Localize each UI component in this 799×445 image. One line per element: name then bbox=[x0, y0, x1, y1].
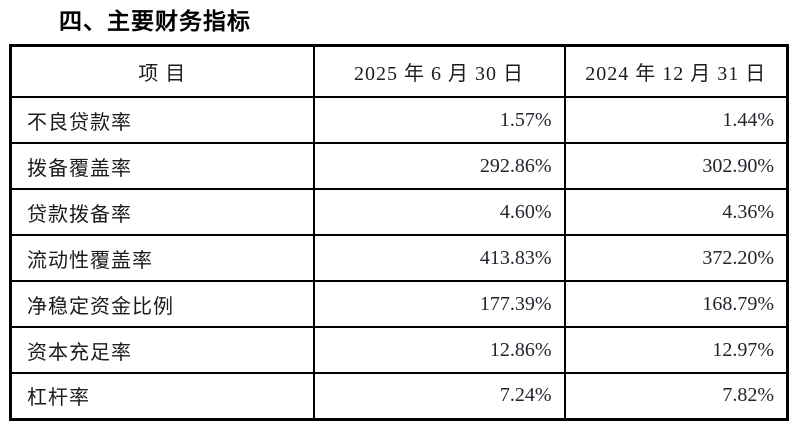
value-2025: 413.83% bbox=[312, 234, 566, 282]
value-2025: 1.57% bbox=[312, 96, 566, 144]
row-label: 净稳定资金比例 bbox=[9, 280, 315, 328]
table-row: 资本充足率 12.86% 12.97% bbox=[9, 326, 789, 374]
financial-indicators-table: 项 目 2025 年 6 月 30 日 2024 年 12 月 31 日 不良贷… bbox=[9, 44, 789, 421]
col-header-date-2025: 2025 年 6 月 30 日 bbox=[312, 44, 566, 98]
table-body: 不良贷款率 1.57% 1.44% 拨备覆盖率 292.86% 302.90% … bbox=[9, 96, 789, 420]
row-label: 不良贷款率 bbox=[9, 96, 315, 144]
value-2024: 7.82% bbox=[563, 372, 789, 420]
value-2025: 177.39% bbox=[312, 280, 566, 328]
value-2025: 7.24% bbox=[312, 372, 566, 420]
table-row: 净稳定资金比例 177.39% 168.79% bbox=[9, 280, 789, 328]
value-2024: 4.36% bbox=[563, 188, 789, 236]
header-row: 项 目 2025 年 6 月 30 日 2024 年 12 月 31 日 bbox=[9, 44, 789, 98]
row-label: 资本充足率 bbox=[9, 326, 315, 374]
table-row: 贷款拨备率 4.60% 4.36% bbox=[9, 188, 789, 236]
table-row: 拨备覆盖率 292.86% 302.90% bbox=[9, 142, 789, 190]
table-row: 不良贷款率 1.57% 1.44% bbox=[9, 96, 789, 144]
value-2024: 168.79% bbox=[563, 280, 789, 328]
row-label: 拨备覆盖率 bbox=[9, 142, 315, 190]
table-row: 杠杆率 7.24% 7.82% bbox=[9, 372, 789, 420]
value-2024: 1.44% bbox=[563, 96, 789, 144]
row-label: 贷款拨备率 bbox=[9, 188, 315, 236]
value-2025: 4.60% bbox=[312, 188, 566, 236]
value-2024: 12.97% bbox=[563, 326, 789, 374]
value-2024: 372.20% bbox=[563, 234, 789, 282]
value-2024: 302.90% bbox=[563, 142, 789, 190]
value-2025: 12.86% bbox=[312, 326, 566, 374]
row-label: 流动性覆盖率 bbox=[9, 234, 315, 282]
table-header: 项 目 2025 年 6 月 30 日 2024 年 12 月 31 日 bbox=[9, 44, 789, 98]
col-header-item: 项 目 bbox=[9, 44, 315, 98]
page-title: 四、主要财务指标 bbox=[59, 8, 251, 34]
col-header-date-2024: 2024 年 12 月 31 日 bbox=[563, 44, 789, 98]
table-row: 流动性覆盖率 413.83% 372.20% bbox=[9, 234, 789, 282]
value-2025: 292.86% bbox=[312, 142, 566, 190]
row-label: 杠杆率 bbox=[9, 372, 315, 420]
